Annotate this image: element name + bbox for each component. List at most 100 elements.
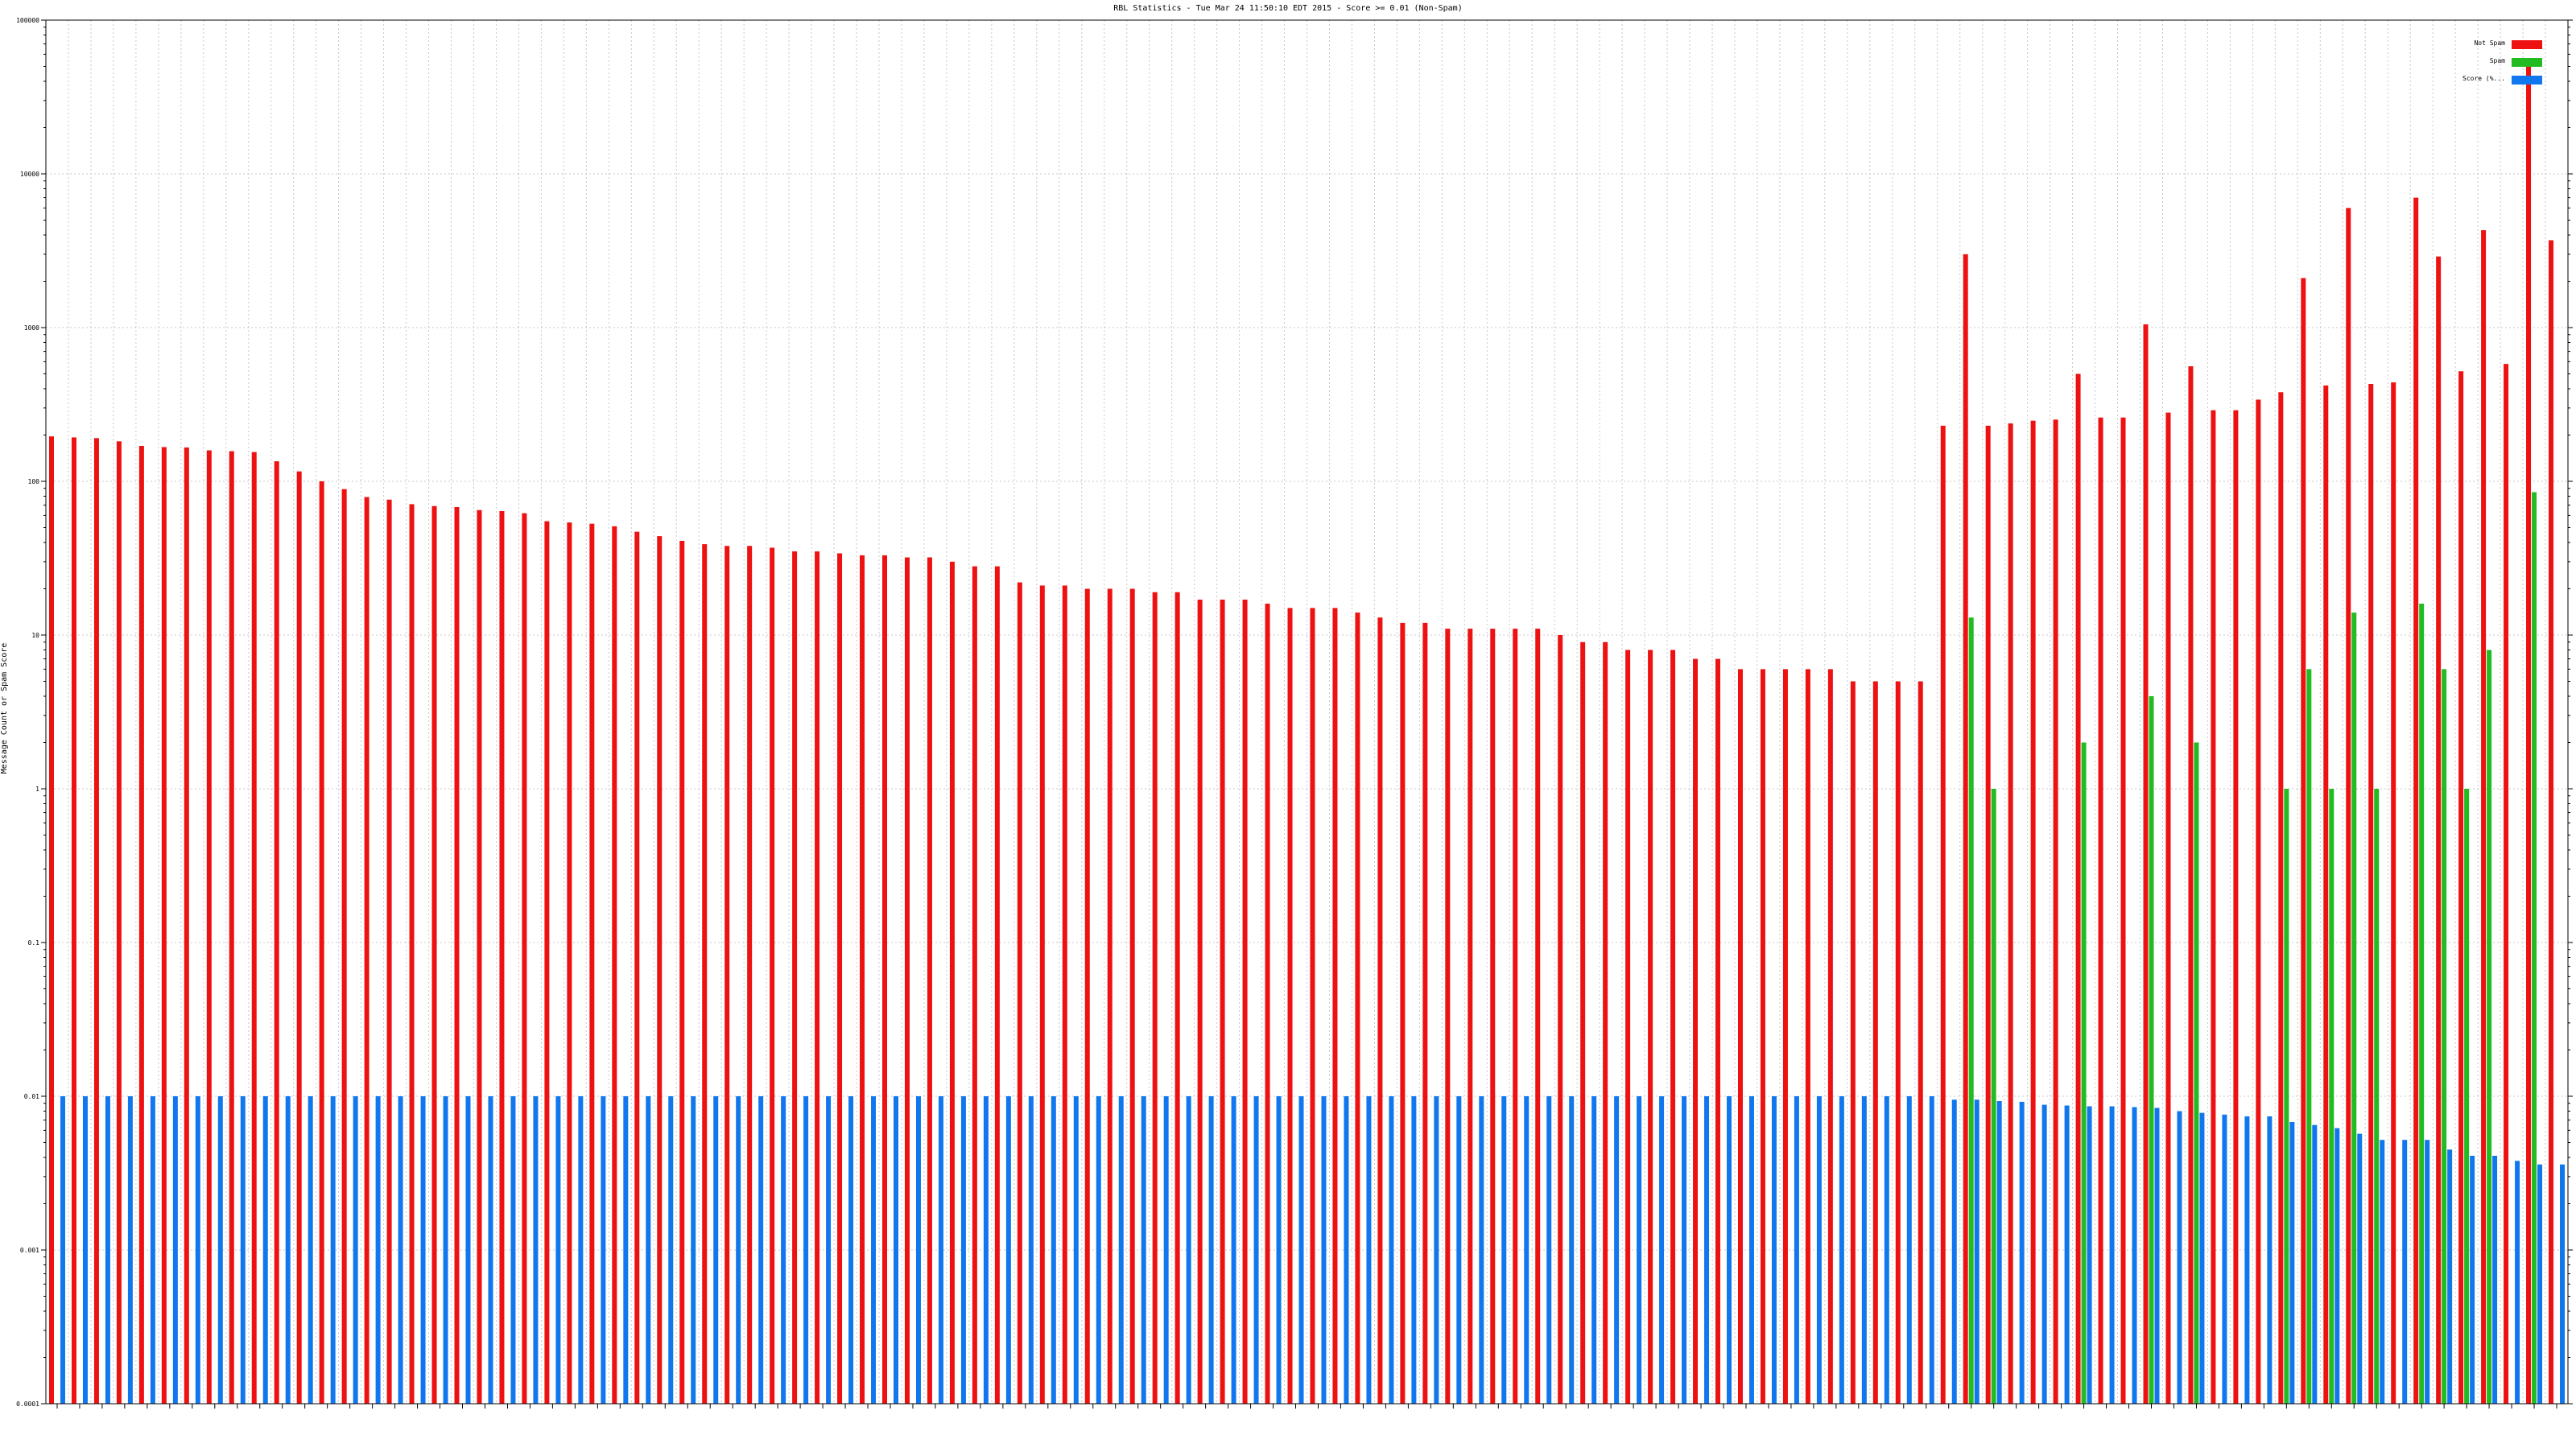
- y-tick-label: 100000: [16, 17, 39, 24]
- bar-spam: [2194, 742, 2199, 1404]
- bar-not-spam: [612, 526, 617, 1404]
- bar-spam: [1991, 789, 1996, 1404]
- bar-score: [195, 1096, 200, 1404]
- bar-score: [2312, 1124, 2318, 1404]
- bar-not-spam: [93, 438, 99, 1404]
- bar-not-spam: [251, 452, 257, 1404]
- bar-not-spam: [2436, 256, 2442, 1404]
- legend-swatch: [2512, 40, 2542, 49]
- bar-score: [1906, 1096, 1912, 1404]
- bar-score: [2515, 1161, 2520, 1404]
- bar-score: [1839, 1096, 1844, 1404]
- bar-score: [510, 1096, 516, 1404]
- bar-not-spam: [2211, 410, 2216, 1404]
- bar-not-spam: [792, 551, 798, 1404]
- bar-score: [105, 1096, 110, 1404]
- bar-score: [1366, 1096, 1372, 1404]
- bar-score: [465, 1096, 471, 1404]
- bar-not-spam: [2458, 371, 2464, 1404]
- bar-spam: [2306, 669, 2312, 1404]
- bar-not-spam: [2120, 417, 2126, 1404]
- bar-score: [781, 1096, 786, 1404]
- bar-score: [1524, 1096, 1530, 1404]
- bar-score: [2199, 1112, 2205, 1404]
- y-tick-label: 1000: [24, 324, 39, 332]
- bar-not-spam: [747, 546, 753, 1404]
- legend-label: Score (%...: [2462, 75, 2505, 82]
- bar-score: [1591, 1096, 1597, 1404]
- bar-score: [353, 1096, 358, 1404]
- bar-score: [646, 1096, 651, 1404]
- bar-score: [1321, 1096, 1327, 1404]
- bar-not-spam: [1625, 650, 1631, 1404]
- bar-not-spam: [1197, 599, 1203, 1404]
- bar-not-spam: [1017, 582, 1022, 1404]
- bar-score: [1253, 1096, 1259, 1404]
- bar-score: [1794, 1096, 1799, 1404]
- bar-not-spam: [881, 555, 887, 1404]
- bar-not-spam: [2053, 419, 2058, 1404]
- bar-score: [803, 1096, 809, 1404]
- bar-score: [713, 1096, 719, 1404]
- bar-score: [848, 1096, 854, 1404]
- bar-not-spam: [724, 546, 730, 1404]
- bar-score: [533, 1096, 539, 1404]
- bar-not-spam: [702, 544, 708, 1404]
- bar-score: [915, 1096, 921, 1404]
- bar-not-spam: [2256, 399, 2261, 1404]
- bar-not-spam: [1760, 669, 1765, 1404]
- bar-score: [1479, 1096, 1484, 1404]
- bar-not-spam: [544, 521, 550, 1404]
- bar-not-spam: [1039, 585, 1045, 1404]
- bar-not-spam: [71, 437, 76, 1405]
- bar-score: [1929, 1096, 1934, 1404]
- legend: Not Spam Spam Score (%...: [2462, 39, 2542, 85]
- plot-frame: [45, 19, 2569, 1405]
- bar-not-spam: [184, 447, 189, 1404]
- bar-score: [2019, 1101, 2025, 1404]
- bar-score: [262, 1096, 268, 1404]
- bar-not-spam: [2188, 366, 2194, 1405]
- bar-score: [623, 1096, 629, 1404]
- bar-not-spam: [1129, 588, 1135, 1404]
- bar-score: [398, 1096, 403, 1404]
- bar-spam: [2351, 613, 2357, 1404]
- bar-not-spam: [1287, 608, 1293, 1404]
- bar-score: [1073, 1096, 1079, 1404]
- bar-score: [2334, 1128, 2340, 1404]
- bar-not-spam: [2413, 197, 2419, 1404]
- bar-score: [2267, 1116, 2273, 1404]
- bar-score: [1727, 1096, 1732, 1404]
- bar-not-spam: [770, 547, 775, 1405]
- bar-score: [2289, 1121, 2295, 1404]
- bar-spam: [1968, 617, 1974, 1404]
- bar-score: [2492, 1155, 2498, 1404]
- bar-score: [1861, 1096, 1867, 1404]
- bar-score: [420, 1096, 426, 1404]
- bar-not-spam: [48, 436, 54, 1404]
- y-tick-label: 10: [31, 632, 39, 639]
- bars-layer: [48, 66, 2566, 1405]
- bar-score: [2087, 1106, 2092, 1404]
- bar-spam: [2487, 650, 2492, 1404]
- bar-spam: [2442, 669, 2447, 1404]
- bar-score: [578, 1096, 584, 1404]
- bar-score: [488, 1096, 493, 1404]
- bar-score: [983, 1096, 989, 1404]
- bar-score: [2402, 1140, 2408, 1404]
- bar-not-spam: [927, 557, 932, 1404]
- bar-not-spam: [1558, 635, 1563, 1404]
- bar-not-spam: [2549, 240, 2554, 1404]
- bar-not-spam: [341, 489, 347, 1404]
- bar-score: [1951, 1099, 1957, 1404]
- bar-spam: [2284, 789, 2289, 1404]
- bar-not-spam: [1084, 588, 1090, 1404]
- bar-score: [150, 1096, 155, 1404]
- bar-score: [308, 1096, 313, 1404]
- legend-label: Not Spam: [2474, 39, 2505, 47]
- bar-score: [1501, 1096, 1507, 1404]
- bar-score: [758, 1096, 764, 1404]
- bar-score: [691, 1096, 696, 1404]
